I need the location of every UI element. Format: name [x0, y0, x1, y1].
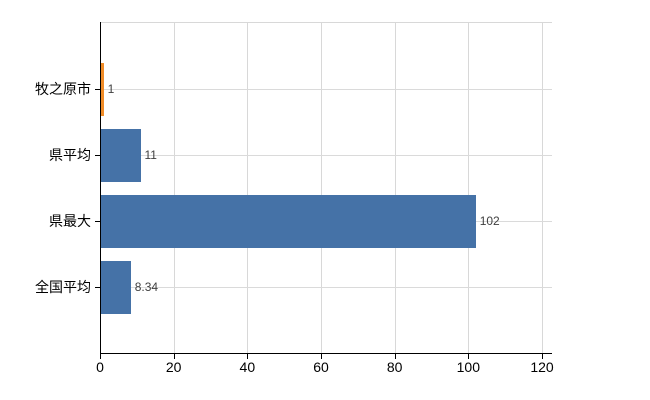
bar-value-label: 1 — [107, 82, 115, 96]
x-axis-tick — [173, 354, 175, 359]
bar-value-label: 8.34 — [134, 280, 159, 294]
x-axis-tick — [542, 354, 543, 359]
vertical-gridline — [468, 22, 470, 353]
bar-value-label: 11 — [144, 148, 157, 162]
vertical-gridline — [542, 22, 543, 353]
vertical-gridline — [321, 22, 322, 353]
y-axis-tick — [95, 221, 100, 222]
x-tick-label: 120 — [530, 359, 554, 375]
y-axis-tick — [95, 89, 100, 90]
x-axis-tick — [247, 354, 249, 359]
x-axis-tick — [100, 354, 101, 359]
bar-value-label: 102 — [479, 214, 500, 228]
horizontal-gridline — [100, 155, 552, 156]
bar-4 — [100, 260, 131, 314]
y-axis-tick — [95, 155, 100, 156]
x-tick-label: 0 — [96, 359, 104, 375]
bar-3 — [100, 194, 476, 248]
x-axis-line — [100, 353, 552, 354]
plot-top-border — [100, 22, 552, 23]
category-label: 牧之原市 — [35, 81, 91, 97]
horizontal-gridline — [100, 89, 552, 90]
category-label: 全国平均 — [35, 279, 91, 295]
plot-area: 1 11 102 8.34 — [100, 22, 552, 353]
vertical-gridline — [394, 22, 396, 353]
x-axis-tick — [394, 354, 396, 359]
x-tick-label: 20 — [165, 359, 182, 375]
horizontal-gridline — [100, 287, 552, 288]
x-tick-label: 40 — [239, 359, 256, 375]
x-tick-label: 100 — [456, 359, 480, 375]
category-label: 県平均 — [49, 147, 91, 163]
x-tick-label: 60 — [313, 359, 329, 375]
y-axis-tick — [95, 287, 100, 288]
y-axis-line — [100, 22, 101, 354]
x-tick-label: 80 — [386, 359, 403, 375]
bar-2 — [100, 128, 141, 182]
category-label: 県最大 — [49, 213, 91, 229]
x-axis-tick — [321, 354, 322, 359]
vertical-gridline — [247, 22, 249, 353]
bar-1 — [100, 62, 104, 116]
vertical-gridline — [173, 22, 175, 353]
x-axis-tick — [468, 354, 470, 359]
